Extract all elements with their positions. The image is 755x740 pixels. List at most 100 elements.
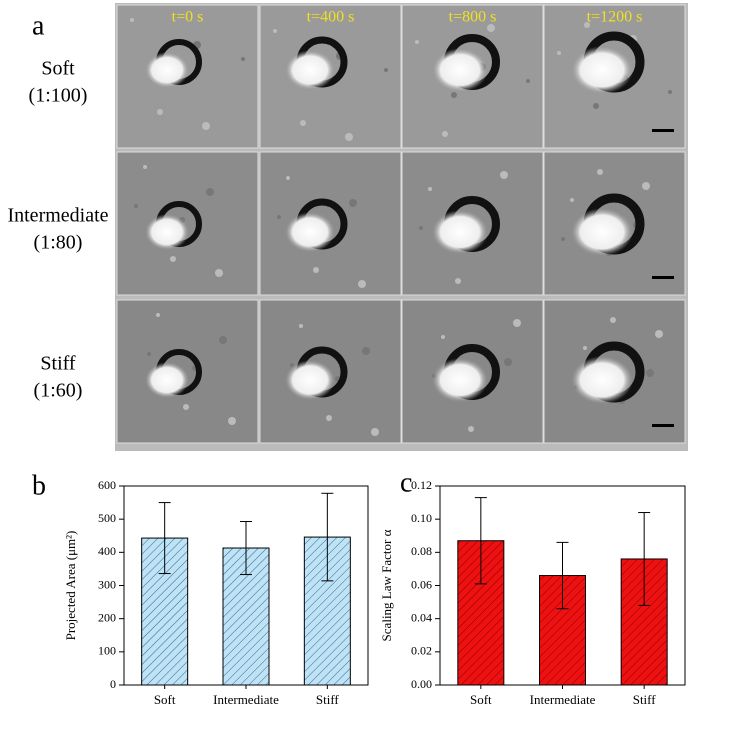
cell-body	[432, 210, 488, 254]
time-label: t=800 s	[449, 9, 497, 26]
plot-frame	[439, 485, 686, 686]
speck	[241, 57, 245, 61]
row-label: (1:60)	[34, 380, 83, 402]
speck	[371, 428, 379, 436]
y-axis-label: Projected Area (μm²)	[63, 531, 78, 641]
y-tick-label: 0.12	[411, 478, 432, 492]
x-tick-label: Soft	[470, 692, 492, 707]
speck	[441, 335, 445, 339]
error-bar	[556, 541, 569, 610]
speck	[451, 92, 457, 98]
speck	[326, 415, 332, 421]
cell-body	[432, 48, 488, 92]
cell-body	[285, 50, 335, 90]
speck	[500, 171, 508, 179]
speck	[345, 133, 353, 141]
cell-body	[432, 358, 488, 402]
speck	[610, 317, 616, 323]
cell-body	[145, 362, 189, 398]
speck	[219, 336, 227, 344]
speck	[156, 313, 160, 317]
plot-frame	[123, 485, 369, 686]
scale-bar	[652, 276, 674, 279]
y-tick-label: 0.10	[411, 511, 432, 525]
speck	[384, 68, 388, 72]
speck	[215, 269, 223, 277]
speck	[487, 24, 495, 32]
cell-body	[145, 214, 189, 250]
time-label: t=0 s	[172, 9, 204, 26]
error-bar	[474, 497, 487, 585]
x-tick-label: Soft	[154, 692, 176, 707]
time-label: t=1200 s	[587, 9, 643, 26]
cell-body	[285, 360, 335, 400]
y-tick-label: 0.06	[411, 577, 432, 591]
scale-bar	[652, 129, 674, 132]
row-label: (1:100)	[29, 85, 88, 107]
speck	[593, 103, 599, 109]
speck	[504, 358, 512, 366]
speck	[183, 404, 189, 410]
speck	[642, 182, 650, 190]
speck	[668, 90, 672, 94]
error-bar	[321, 492, 334, 582]
speck	[134, 204, 138, 208]
image-tile	[116, 299, 259, 444]
speck	[358, 280, 366, 288]
speck	[468, 426, 474, 432]
y-tick-label: 0	[110, 677, 116, 691]
x-tick-label: Stiff	[633, 692, 657, 707]
speck	[513, 319, 521, 327]
speck	[147, 352, 151, 356]
y-tick-label: 0.08	[411, 544, 432, 558]
y-tick-label: 0.04	[411, 610, 432, 624]
y-tick-label: 100	[98, 644, 116, 658]
speck	[597, 169, 603, 175]
x-tick-label: Intermediate	[213, 692, 279, 707]
y-tick-label: 400	[98, 544, 116, 558]
speck	[419, 226, 423, 230]
speck	[428, 187, 432, 191]
speck	[362, 347, 370, 355]
scale-bar	[652, 424, 674, 427]
error-bar	[158, 502, 171, 575]
speck	[455, 278, 461, 284]
speck	[130, 18, 134, 22]
panel-label: a	[32, 10, 45, 41]
y-axis-label: Scaling Law Factor α	[379, 529, 394, 641]
y-tick-label: 0.00	[411, 677, 432, 691]
speck	[583, 346, 587, 350]
y-tick-label: 500	[98, 511, 116, 525]
speck	[286, 176, 290, 180]
image-tile	[116, 151, 259, 296]
cell-body	[571, 356, 633, 404]
speck	[228, 417, 236, 425]
row-label: Stiff	[40, 353, 76, 375]
speck	[170, 256, 176, 262]
speck	[646, 369, 654, 377]
cell-body	[571, 208, 633, 256]
speck	[157, 109, 163, 115]
speck	[442, 131, 448, 137]
x-tick-label: Intermediate	[530, 692, 596, 707]
speck	[202, 122, 210, 130]
speck	[206, 188, 214, 196]
speck	[277, 215, 281, 219]
panel-label: b	[32, 470, 46, 501]
cell-body	[571, 46, 633, 94]
speck	[526, 79, 530, 83]
speck	[143, 165, 147, 169]
speck	[584, 22, 590, 28]
error-bar	[638, 512, 651, 606]
row-label: Soft	[41, 58, 75, 80]
cell-body	[285, 212, 335, 252]
y-tick-label: 200	[98, 610, 116, 624]
speck	[570, 198, 574, 202]
speck	[415, 40, 419, 44]
speck	[273, 29, 277, 33]
cell-body	[145, 52, 189, 88]
speck	[561, 237, 565, 241]
x-tick-label: Stiff	[316, 692, 340, 707]
speck	[557, 51, 561, 55]
